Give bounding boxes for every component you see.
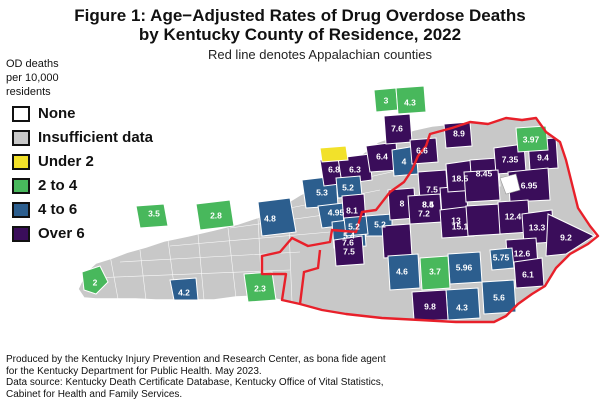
county-value-label: 13.3 [529,222,546,232]
county-labels: 2 4.2 3.5 2.8 2.3 4.8 5.34.95 6.8 6.3 6.4 5.2 5.2 4 7… [93,95,573,312]
county-value-label: 8 [400,198,405,208]
legend-swatch [12,106,30,122]
figure-title-line-1: Figure 1: Age−Adjusted Rates of Drug Ove… [74,6,526,25]
county-value-label: 3.7 [429,266,441,276]
county-value-label: 4 [402,156,407,166]
legend-item-under-2: Under 2 [12,152,212,174]
county-value-label: 12.4 [505,211,522,221]
county-value-label: 5.75 [493,252,510,262]
legend-item-4-to-6: 4 to 6 [12,200,212,222]
county-value-label: 5.2 [342,182,354,192]
county-value-label: 8.1 [346,205,358,215]
legend-item-none: None [12,104,212,126]
county-value-label: 12.6 [514,248,531,258]
county-value-label: 5.96 [456,262,473,272]
legend-item-over-6: Over 6 [12,224,212,246]
county-value-label: 7.2 [418,208,430,218]
legend-label: 4 to 6 [38,201,78,218]
county-value-label: 4.3 [456,302,468,312]
county-value-label: 6.3 [349,164,361,174]
county-value-label: 8.45 [476,168,493,178]
footer-credits: Produced by the Kentucky Injury Preventi… [6,354,596,400]
map-subtitle: Red line denotes Appalachian counties [207,47,433,62]
county-value-label: 13 [451,215,461,225]
county-value-label: 9.4 [537,152,549,162]
county-value-label: 4.2 [178,287,190,297]
county-value-label: 6.6 [416,145,428,155]
appalachian-inner-line [298,249,322,305]
legend-item-insufficient: Insufficient data [12,128,212,150]
county-value-label: 5.2 [348,221,360,231]
county-value-label: 7.5 [343,246,355,256]
county-value-label: 6.95 [521,180,538,190]
county-value-label: 4.8 [264,213,276,223]
footer-line: Produced by the Kentucky Injury Preventi… [6,354,386,365]
county-value-label: 15.1 [452,221,469,231]
county-value-label: 4.6 [396,266,408,276]
county-value-label: 3.5 [148,208,160,218]
legend-title-line: OD deaths [6,58,59,70]
legend-swatch [12,154,30,170]
county-value-label: 5.4 [343,230,355,240]
footer-line: for the Kentucky Department for Public H… [6,365,262,377]
county-value-label: 18.5 [452,173,469,183]
county-value-label: 8.9 [453,128,465,138]
legend-label: 2 to 4 [38,177,78,194]
footer-line: Cabinet for Health and Family Services. [6,388,183,400]
county-value-label: 6.4 [376,151,388,161]
legend-title-line: per 10,000 [6,72,59,84]
legend-swatch [12,202,30,218]
county-value-label: 7.6 [391,123,403,133]
footer-line: Data source: Kentucky Death Certificate … [6,377,384,388]
legend-swatch [12,226,30,242]
legend-swatch [12,178,30,194]
legend-label: None [38,105,76,122]
county-borders [91,149,421,303]
county-value-label: 8.4 [422,199,434,209]
legend-label: Under 2 [38,153,94,170]
legend-title: OD deaths per 10,000 residents [6,57,96,99]
figure-title-line-2: by Kentucky County of Residence, 2022 [138,25,462,44]
legend-swatch [12,130,30,146]
none-county [499,173,521,195]
county-value-label: 3.97 [523,134,540,144]
legend-title-line: residents [6,86,51,98]
legend-label: Over 6 [38,225,85,242]
county-value-label: 5.6 [493,292,505,302]
county-value-label: 4.3 [404,97,416,107]
county-value-label: 2 [93,277,98,287]
county-value-label: 7.35 [502,154,519,164]
county-value-label: 5.2 [374,219,386,229]
county-value-label: 7.5 [426,184,438,194]
legend-label: Insufficient data [38,129,154,146]
county-value-label: 8.5 [422,199,434,209]
county-value-label: 7.6 [342,237,354,247]
county-value-label: 2.3 [254,283,266,293]
county-value-label: 5.3 [316,187,328,197]
county-value-label: 4.95 [328,207,345,217]
county-shapes [81,85,596,321]
legend-item-2-to-4: 2 to 4 [12,176,212,198]
county-value-label: 3 [384,95,389,105]
county-value-label: 6.8 [328,164,340,174]
county-value-label: 2.8 [210,210,222,220]
county-value-label: 9.2 [560,232,572,242]
appalachian-boundary-line [260,116,600,324]
county-value-label: 6.1 [522,269,534,279]
county-value-label: 9.8 [424,301,436,311]
